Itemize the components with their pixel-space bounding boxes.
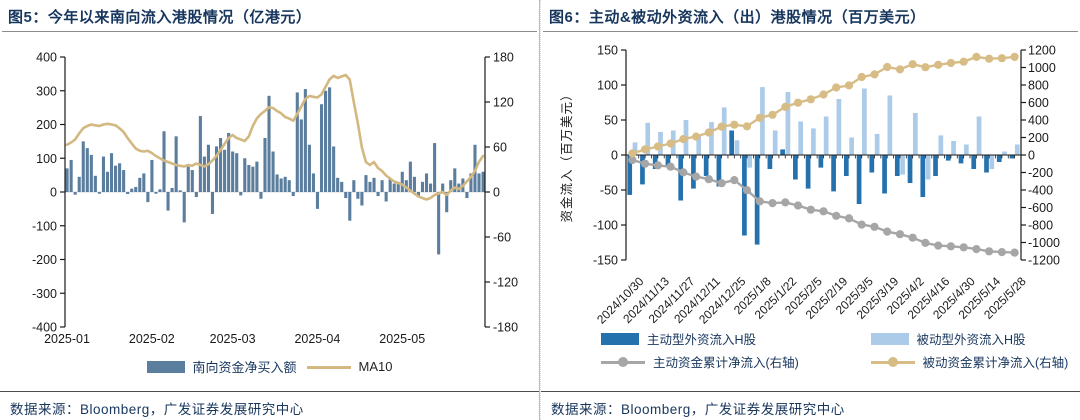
legend-item-passive-cum: 被动资金累计净流入(右轴) — [811, 352, 1080, 371]
net-buy-label: 南向资金净买入额 — [192, 360, 297, 375]
svg-text:0: 0 — [1028, 149, 1035, 163]
active-cum-line — [632, 158, 1015, 254]
svg-text:-1200: -1200 — [1028, 254, 1060, 268]
foreign-flow-bars — [627, 87, 1020, 245]
foreign-legend-row1: 主动型外资流入H股 被动型外资流入H股 — [541, 329, 1080, 348]
active-bar-swatch — [601, 332, 639, 345]
svg-text:2025-03: 2025-03 — [210, 332, 256, 346]
legend-item-passive-bar: 被动型外资流入H股 — [811, 329, 1080, 348]
svg-text:400: 400 — [36, 51, 57, 65]
svg-text:-200: -200 — [32, 253, 57, 267]
svg-text:-400: -400 — [1028, 184, 1053, 198]
active-cum-label: 主动资金累计净流入(右轴) — [653, 356, 799, 370]
svg-text:-60: -60 — [493, 231, 511, 245]
svg-text:300: 300 — [36, 84, 57, 98]
source-text-right: 数据来源：Bloomberg，广发证券发展研究中心 — [551, 402, 845, 417]
svg-text:-400: -400 — [32, 321, 57, 335]
passive-bar-swatch — [870, 332, 909, 345]
svg-text:2025-01: 2025-01 — [44, 332, 90, 346]
svg-text:100: 100 — [36, 152, 57, 166]
legend-item-net-buy: 南向资金净买入额 — [146, 357, 297, 376]
svg-text:-800: -800 — [1028, 219, 1053, 233]
southbound-flow-panel: 图5：今年以来南向流入港股情况（亿港元） 400 300 200 100 0 -100 -2… — [0, 0, 540, 420]
passive-bar-label: 被动型外资流入H股 — [916, 333, 1026, 347]
legend-item-ma10: MA10 — [306, 359, 393, 374]
source-text-left: 数据来源：Bloomberg，广发证券发展研究中心 — [10, 402, 304, 417]
active-bar-label: 主动型外资流入H股 — [647, 333, 757, 347]
svg-text:600: 600 — [1028, 96, 1049, 110]
svg-text:-100: -100 — [593, 219, 618, 233]
title-divider — [543, 31, 1078, 32]
svg-text:-50: -50 — [600, 184, 618, 198]
ma10-label: MA10 — [358, 359, 393, 374]
svg-text:0: 0 — [493, 186, 500, 200]
southbound-legend: 南向资金净买入额 MA10 — [0, 357, 539, 376]
foreign-flow-chart: 150 100 50 0 -50 -100 -150 1200 1000 800 600 400 200… — [559, 44, 1060, 327]
svg-text:-300: -300 — [32, 287, 57, 301]
svg-text:50: 50 — [604, 114, 618, 128]
svg-text:-180: -180 — [493, 321, 518, 335]
ma10-line-swatch — [306, 361, 351, 373]
svg-text:1200: 1200 — [1028, 44, 1056, 58]
net-buy-bar-swatch — [146, 360, 185, 373]
svg-text:800: 800 — [1028, 79, 1049, 93]
svg-text:2025-05: 2025-05 — [379, 332, 425, 346]
title-divider — [2, 31, 537, 32]
y-axis-label: 资金流入（百万美元） — [559, 87, 574, 222]
svg-text:150: 150 — [597, 44, 618, 58]
svg-text:-150: -150 — [593, 254, 618, 268]
svg-text:200: 200 — [36, 118, 57, 132]
legend-item-active-bar: 主动型外资流入H股 — [541, 329, 811, 348]
active-cum-line-swatch — [601, 356, 645, 368]
svg-text:-1000: -1000 — [1028, 236, 1060, 250]
svg-text:60: 60 — [493, 141, 507, 155]
svg-text:120: 120 — [493, 96, 514, 110]
southbound-chart-title: 图5：今年以来南向流入港股情况（亿港元） — [8, 9, 312, 26]
ma10-line — [65, 73, 485, 201]
svg-text:-600: -600 — [1028, 201, 1053, 215]
svg-text:180: 180 — [493, 51, 514, 65]
svg-text:1000: 1000 — [1028, 61, 1056, 75]
svg-text:100: 100 — [597, 79, 618, 93]
foreign-flow-chart-title: 图6：主动&被动外资流入（出）港股情况（百万美元） — [549, 9, 926, 26]
svg-text:400: 400 — [1028, 114, 1049, 128]
svg-text:2025-04: 2025-04 — [294, 332, 340, 346]
passive-cum-line — [632, 55, 1015, 155]
svg-text:0: 0 — [611, 149, 618, 163]
svg-text:0: 0 — [50, 186, 57, 200]
source-divider — [541, 391, 1080, 392]
legend-item-active-cum: 主动资金累计净流入(右轴) — [541, 352, 811, 371]
southbound-bars — [65, 87, 485, 255]
svg-text:200: 200 — [1028, 131, 1049, 145]
svg-text:-120: -120 — [493, 276, 518, 290]
svg-text:-200: -200 — [1028, 166, 1053, 180]
source-divider — [0, 391, 539, 392]
svg-text:2025-02: 2025-02 — [129, 332, 175, 346]
passive-cum-label: 被动资金累计净流入(右轴) — [922, 356, 1069, 370]
passive-cum-line-swatch — [870, 356, 915, 368]
foreign-legend-row2: 主动资金累计净流入(右轴) 被动资金累计净流入(右轴) — [541, 352, 1080, 371]
svg-text:-100: -100 — [32, 219, 57, 233]
southbound-flow-chart: 400 300 200 100 0 -100 -200 -300 -400 180 120 60 0 -6… — [32, 51, 518, 347]
foreign-flow-panel: 图6：主动&被动外资流入（出）港股情况（百万美元） 150 100 50 0 -50 -1… — [540, 0, 1080, 420]
